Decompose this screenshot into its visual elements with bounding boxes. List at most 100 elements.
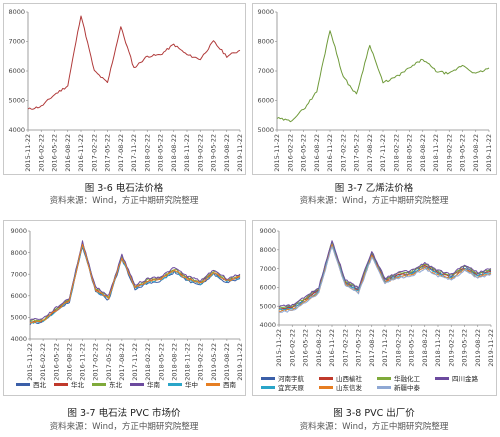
x-tick-label: 2016-11-22 bbox=[79, 343, 87, 381]
x-tick-label: 2018-05-22 bbox=[157, 134, 165, 172]
x-tick-label: 2019-08-22 bbox=[223, 134, 231, 172]
x-tick-label: 2016-02-22 bbox=[39, 343, 47, 381]
legend-label-四川金路: 四川金路 bbox=[452, 374, 479, 383]
legend-label-华南: 华南 bbox=[147, 380, 161, 389]
x-tick-label: 2019-02-22 bbox=[445, 134, 453, 172]
x-tick-label: 2015-11-22 bbox=[273, 134, 281, 172]
x-tick-label: 2018-05-22 bbox=[157, 343, 165, 381]
x-tick-label: 2018-02-22 bbox=[394, 329, 402, 367]
x-tick-label: 2017-05-22 bbox=[353, 134, 361, 172]
chart-1: 4000 5000 6000 7000 8000 2015-11-22 2016-02-22… bbox=[8, 8, 244, 172]
chart-panel-2: 5000 6000 7000 8000 9000 2015-11-22 2016-02-22… bbox=[252, 3, 497, 175]
series-line-四川金路 bbox=[278, 240, 492, 308]
chart-3-source: 资料来源：Wind，方正中期研究院整理 bbox=[49, 422, 199, 432]
y-tick-label: 7000 bbox=[259, 265, 276, 273]
x-tick-label: 2019-11-22 bbox=[236, 134, 244, 172]
y-tick-label: 7000 bbox=[257, 67, 274, 75]
chart-4-caption: 图 3-8 PVC 出厂价 bbox=[333, 408, 415, 419]
chart-panel-1: 4000 5000 6000 7000 8000 2015-11-22 2016-02-22… bbox=[3, 3, 246, 175]
y-tick-label: 5000 bbox=[8, 97, 25, 105]
y-tick-label: 8000 bbox=[257, 38, 274, 46]
x-tick-label: 2015-11-22 bbox=[26, 343, 34, 381]
legend-label-山东信发: 山东信发 bbox=[336, 383, 363, 392]
x-tick-label: 2016-05-22 bbox=[52, 343, 60, 381]
x-tick-label: 2017-02-22 bbox=[90, 134, 98, 172]
legend-label-华中: 华中 bbox=[185, 380, 198, 389]
legend-label-河南宇航: 河南宇航 bbox=[278, 374, 305, 383]
x-tick-label: 2016-05-22 bbox=[302, 329, 310, 367]
y-tick-label: 4000 bbox=[10, 335, 27, 343]
legend-label-华融化工: 华融化工 bbox=[394, 374, 421, 383]
legend-swatch-四川金路 bbox=[435, 377, 449, 380]
series-line-新疆中泰 bbox=[278, 246, 492, 314]
x-tick-label: 2016-08-22 bbox=[64, 134, 72, 172]
chart-1-caption: 图 3-6 电石法价格 bbox=[84, 183, 164, 194]
y-tick-label: 5000 bbox=[259, 302, 276, 310]
x-tick-label: 2018-02-22 bbox=[144, 343, 152, 381]
legend-swatch-宜宾天原 bbox=[261, 386, 275, 389]
x-tick-label: 2018-02-22 bbox=[143, 134, 151, 172]
legend-label-西北: 西北 bbox=[33, 381, 47, 389]
x-tick-label: 2017-11-22 bbox=[381, 329, 389, 367]
legend-swatch-华南 bbox=[130, 383, 144, 386]
x-tick-label: 2015-11-22 bbox=[275, 329, 283, 367]
x-tick-label: 2019-02-22 bbox=[447, 329, 455, 367]
x-tick-label: 2017-02-22 bbox=[92, 343, 100, 381]
series-line-price bbox=[27, 15, 241, 110]
legend-swatch-西北 bbox=[16, 383, 30, 386]
legend-label-宜宾天原: 宜宾天原 bbox=[278, 383, 305, 392]
x-tick-label: 2016-11-22 bbox=[328, 329, 336, 367]
x-tick-label: 2016-08-22 bbox=[315, 329, 323, 367]
x-tick-label: 2018-05-22 bbox=[408, 329, 416, 367]
y-tick-label: 6000 bbox=[259, 284, 276, 292]
y-tick-label: 5000 bbox=[10, 314, 27, 322]
x-tick-label: 2017-08-22 bbox=[368, 329, 376, 367]
legend-swatch-河南宇航 bbox=[261, 377, 275, 380]
y-tick-label: 8000 bbox=[259, 246, 276, 254]
y-tick-label: 9000 bbox=[259, 227, 276, 235]
x-tick-label: 2018-11-22 bbox=[183, 134, 191, 172]
x-tick-label: 2016-05-22 bbox=[300, 134, 308, 172]
x-tick-label: 2017-05-22 bbox=[355, 329, 363, 367]
y-tick-label: 6000 bbox=[257, 97, 274, 105]
x-tick-label: 2017-11-22 bbox=[379, 134, 387, 172]
y-tick-label: 8000 bbox=[8, 8, 25, 16]
chart-3-caption: 图 3-7 电石法 PVC 市场价 bbox=[67, 408, 181, 419]
x-tick-label: 2016-02-22 bbox=[286, 134, 294, 172]
y-tick-label: 7000 bbox=[10, 270, 27, 278]
x-tick-label: 2015-11-22 bbox=[24, 134, 32, 172]
x-tick-label: 2019-05-22 bbox=[459, 134, 467, 172]
x-tick-label: 2019-02-22 bbox=[196, 134, 204, 172]
chart-4: 4000 5000 6000 7000 8000 9000 2015-11-22 2016-0… bbox=[259, 227, 495, 392]
legend-swatch-东北 bbox=[92, 383, 106, 386]
x-tick-label: 2017-05-22 bbox=[105, 343, 113, 381]
x-tick-label: 2019-05-22 bbox=[210, 343, 218, 381]
chart-3: 4000 5000 6000 7000 8000 9000 2015-11-22 2016-0… bbox=[10, 227, 244, 389]
x-tick-label: 2019-02-22 bbox=[197, 343, 205, 381]
x-tick-label: 2016-08-22 bbox=[313, 134, 321, 172]
series-line-华北 bbox=[29, 243, 241, 323]
legend-label-东北: 东北 bbox=[109, 380, 123, 389]
x-tick-label: 2017-08-22 bbox=[117, 134, 125, 172]
x-tick-label: 2018-11-22 bbox=[432, 134, 440, 172]
x-tick-label: 2019-08-22 bbox=[474, 329, 482, 367]
chart-2-source: 资料来源：Wind，方正中期研究院整理 bbox=[299, 196, 449, 206]
x-tick-label: 2018-08-22 bbox=[170, 134, 178, 172]
series-line-宜宾天原 bbox=[278, 243, 492, 311]
series-line-东北 bbox=[29, 242, 241, 322]
chart-2-caption: 图 3-7 乙烯法价格 bbox=[334, 183, 414, 194]
y-tick-label: 9000 bbox=[10, 227, 27, 235]
legend-swatch-新疆中泰 bbox=[377, 386, 391, 389]
x-tick-label: 2016-11-22 bbox=[77, 134, 85, 172]
x-tick-label: 2018-08-22 bbox=[419, 134, 427, 172]
legend-label-山西榆社: 山西榆社 bbox=[336, 374, 363, 383]
series-line-山西榆社 bbox=[278, 242, 492, 310]
y-tick-label: 4000 bbox=[259, 321, 276, 329]
series-line-西北 bbox=[29, 246, 241, 326]
y-tick-label: 6000 bbox=[8, 67, 25, 75]
x-tick-label: 2019-11-22 bbox=[487, 329, 495, 367]
y-tick-label: 9000 bbox=[257, 8, 274, 16]
x-tick-label: 2019-11-22 bbox=[236, 343, 244, 381]
x-tick-label: 2019-05-22 bbox=[461, 329, 469, 367]
legend-label-新疆中泰: 新疆中泰 bbox=[394, 383, 421, 392]
